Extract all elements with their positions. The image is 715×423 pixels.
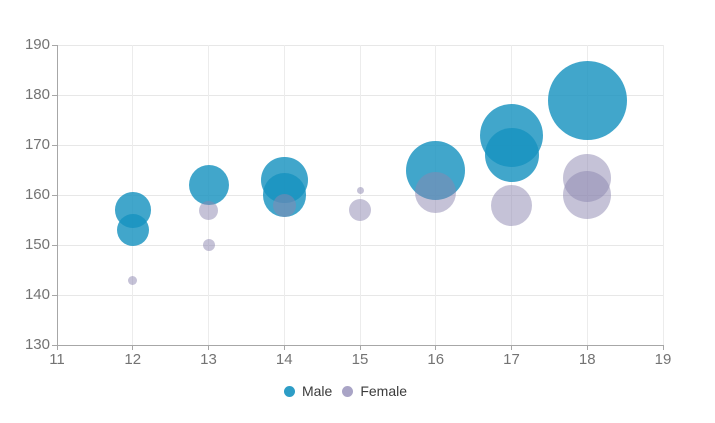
x-axis-label: 19 xyxy=(654,351,672,368)
y-axis-label: 160 xyxy=(24,186,50,203)
bubble-female[interactable] xyxy=(491,184,532,226)
x-axis-line xyxy=(57,345,664,346)
y-axis-tick xyxy=(52,344,57,346)
x-axis-label: 16 xyxy=(427,351,445,368)
bubble-female[interactable] xyxy=(202,239,215,251)
x-axis-tick xyxy=(359,345,361,350)
y-axis-tick xyxy=(52,244,57,246)
x-axis-tick xyxy=(511,345,512,350)
bubble-male[interactable] xyxy=(188,165,229,205)
y-axis-label: 190 xyxy=(24,36,50,53)
x-axis-label: 18 xyxy=(578,351,596,368)
y-axis-tick xyxy=(52,194,57,196)
x-axis-tick xyxy=(586,345,588,350)
y-axis-label: 180 xyxy=(24,86,50,103)
y-axis-label: 170 xyxy=(24,136,50,153)
y-axis-tick xyxy=(52,144,57,146)
x-axis-label: 15 xyxy=(351,351,369,368)
bubble-male[interactable] xyxy=(116,214,149,246)
x-axis-label: 12 xyxy=(124,351,142,368)
x-axis-tick xyxy=(132,345,134,350)
bubble-female[interactable] xyxy=(356,186,364,194)
y-axis-label: 130 xyxy=(24,336,50,353)
bubble-female[interactable] xyxy=(272,193,296,217)
legend-item-female[interactable]: Female xyxy=(342,383,407,399)
x-axis-tick xyxy=(208,345,209,350)
bubble-female[interactable] xyxy=(563,171,612,219)
legend-label-female: Female xyxy=(360,383,408,399)
female-legend-dot-icon xyxy=(342,385,354,397)
legend-label-male: Male xyxy=(301,383,333,399)
y-axis-tick xyxy=(52,94,57,96)
x-axis-label: 14 xyxy=(275,351,293,368)
y-axis-line xyxy=(57,45,58,346)
y-axis-label: 150 xyxy=(24,236,50,253)
x-gridline xyxy=(359,45,361,345)
x-axis-label: 17 xyxy=(503,351,520,368)
bubble-female[interactable] xyxy=(199,200,218,220)
bubble-female[interactable] xyxy=(349,199,371,221)
x-axis-tick xyxy=(435,345,437,350)
y-axis-tick xyxy=(52,44,57,46)
x-axis-tick xyxy=(56,345,58,350)
y-axis-label: 140 xyxy=(24,286,50,303)
x-gridline xyxy=(662,45,664,345)
bubble-male[interactable] xyxy=(547,60,627,140)
bubble-female[interactable] xyxy=(415,172,457,213)
x-axis-tick xyxy=(662,345,664,350)
male-legend-dot-icon xyxy=(283,385,295,397)
x-axis-label: 11 xyxy=(49,351,65,368)
bubble-female[interactable] xyxy=(128,275,138,285)
legend: Male Female xyxy=(0,383,715,399)
legend-item-male[interactable]: Male xyxy=(283,383,333,399)
bubble-male[interactable] xyxy=(484,128,539,182)
x-axis-tick xyxy=(283,345,285,350)
y-axis-tick xyxy=(52,294,57,296)
x-axis-label: 13 xyxy=(200,351,217,368)
